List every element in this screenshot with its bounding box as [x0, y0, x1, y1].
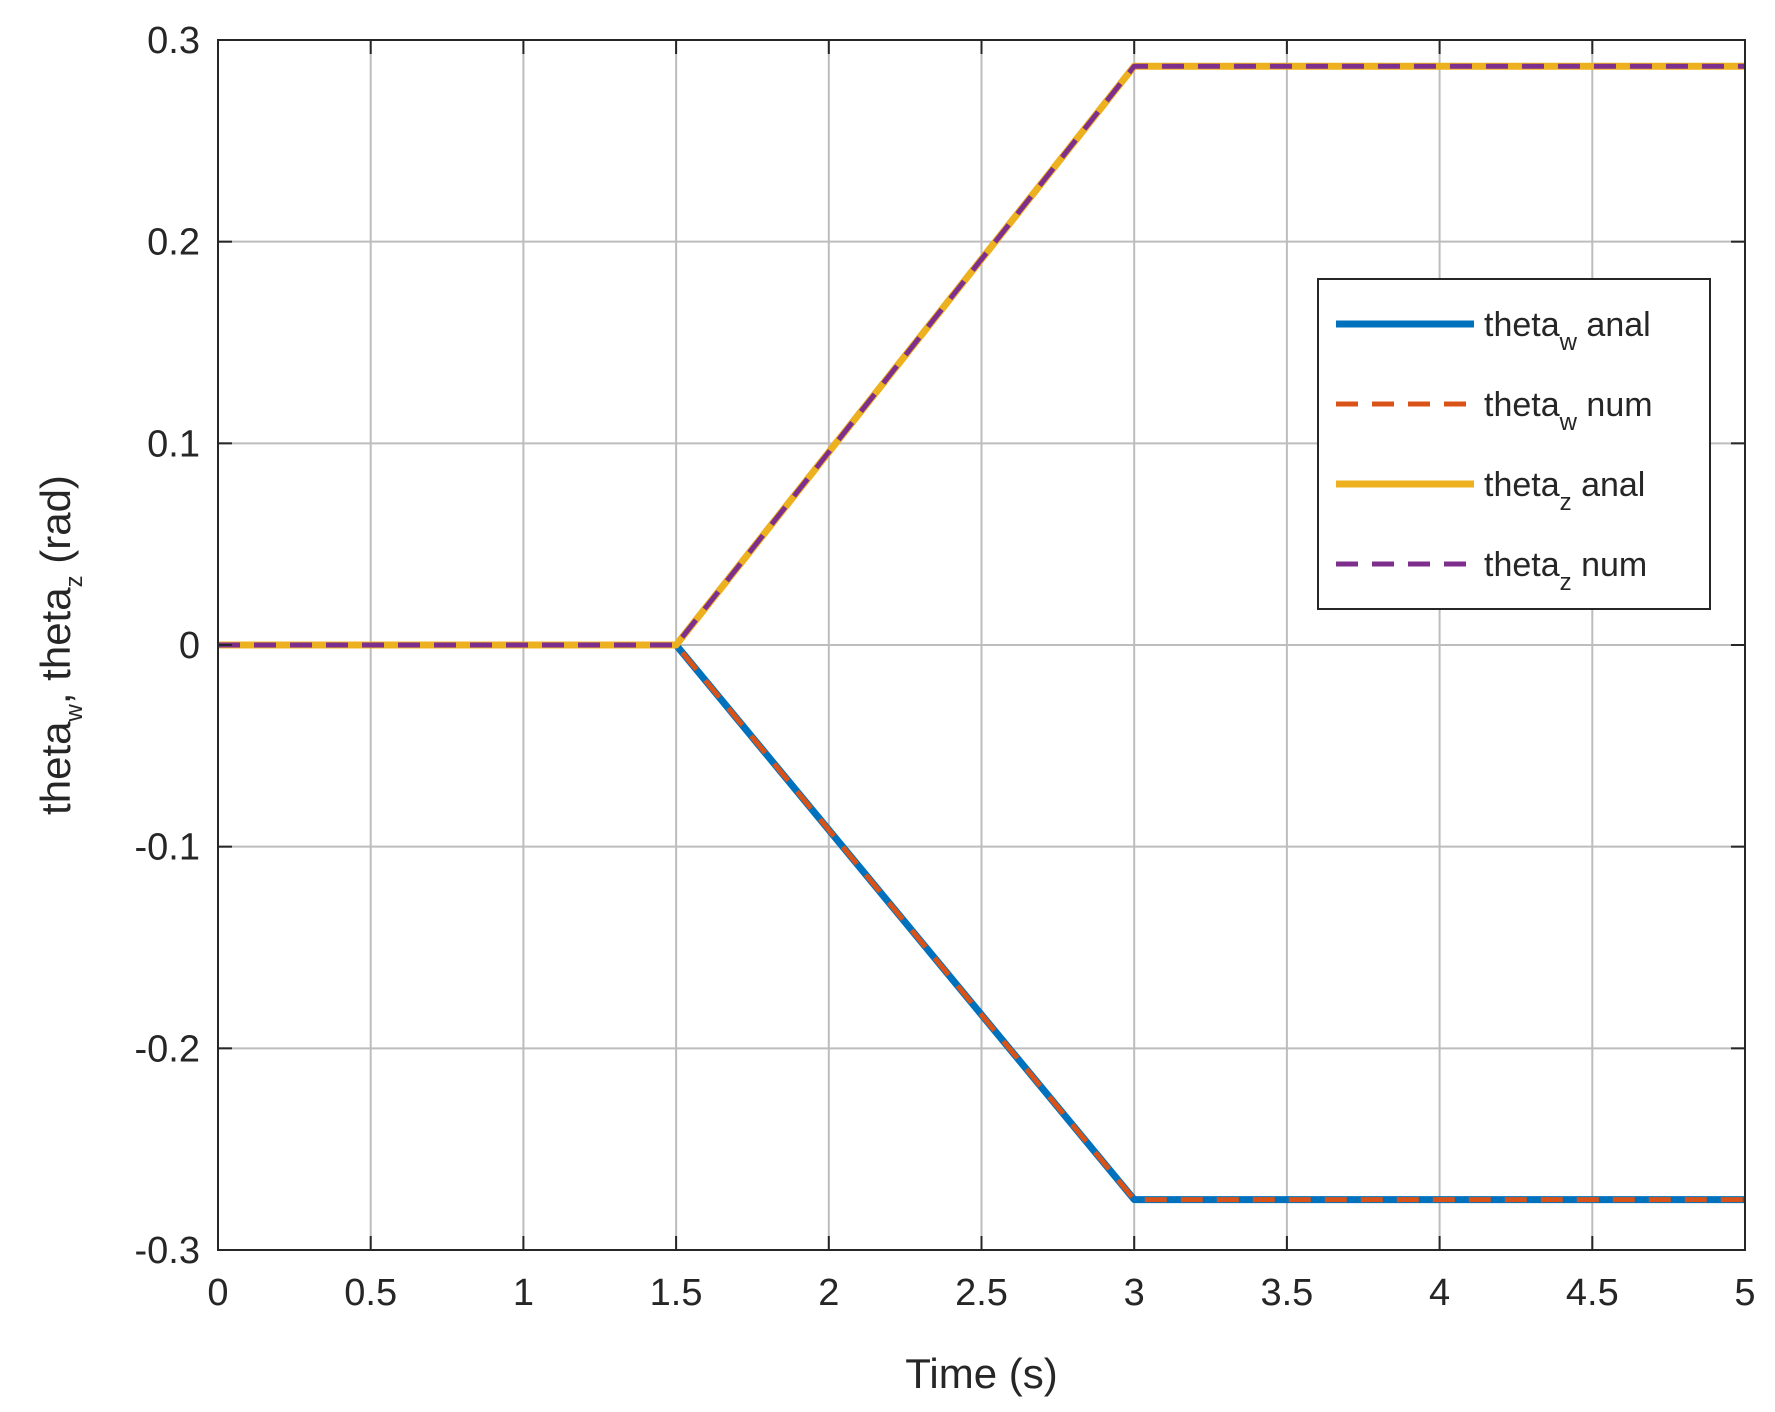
legend-entry: thetaw anal — [1484, 306, 1651, 356]
x-tick-label: 5 — [1734, 1272, 1755, 1314]
x-tick-label: 3 — [1124, 1272, 1145, 1314]
x-tick-label: 4 — [1429, 1272, 1450, 1314]
tick-marks — [217, 39, 1746, 1251]
y-label-subscript: z — [61, 575, 88, 587]
y-tick-label: 0.3 — [147, 20, 200, 62]
x-tick-label: 1.5 — [650, 1272, 703, 1314]
y-label-part: , theta — [32, 587, 79, 704]
legend-entry: thetaw num — [1484, 386, 1653, 436]
y-label-part: (rad) — [32, 475, 79, 575]
legend-entry: thetaz anal — [1484, 466, 1645, 516]
y-label-part: theta — [32, 721, 79, 815]
legend-entry: thetaz num — [1484, 546, 1647, 596]
y-tick-label: -0.3 — [135, 1230, 200, 1272]
y-tick-label: -0.2 — [135, 1028, 200, 1070]
x-tick-label: 0.5 — [344, 1272, 397, 1314]
x-tick-labels: 0 0.5 1 1.5 2 2.5 3 3.5 4 4.5 5 — [207, 1272, 1755, 1314]
y-tick-label: 0.2 — [147, 222, 200, 264]
y-tick-label: 0.1 — [147, 423, 200, 465]
series-line-theta-z-num — [218, 63, 1745, 648]
x-tick-label: 0 — [207, 1272, 228, 1314]
x-tick-label: 2.5 — [955, 1272, 1008, 1314]
x-tick-label: 3.5 — [1260, 1272, 1313, 1314]
x-axis-label: Time (s) — [905, 1350, 1057, 1397]
series-group — [218, 62, 1745, 1204]
legend-box — [1317, 278, 1711, 610]
legend: thetaw anal thetaw num thetaz anal thetaz n… — [1317, 278, 1711, 610]
y-tick-label: 0 — [179, 625, 200, 667]
y-tick-label: -0.1 — [135, 827, 200, 869]
x-tick-label: 2 — [818, 1272, 839, 1314]
x-tick-label: 4.5 — [1566, 1272, 1619, 1314]
y-label-subscript: w — [61, 704, 88, 723]
y-axis-label: thetaw, thetaz (rad) — [32, 475, 88, 815]
x-tick-label: 1 — [513, 1272, 534, 1314]
y-tick-labels: -0.3 -0.2 -0.1 0 0.1 0.2 0.3 — [135, 20, 200, 1272]
